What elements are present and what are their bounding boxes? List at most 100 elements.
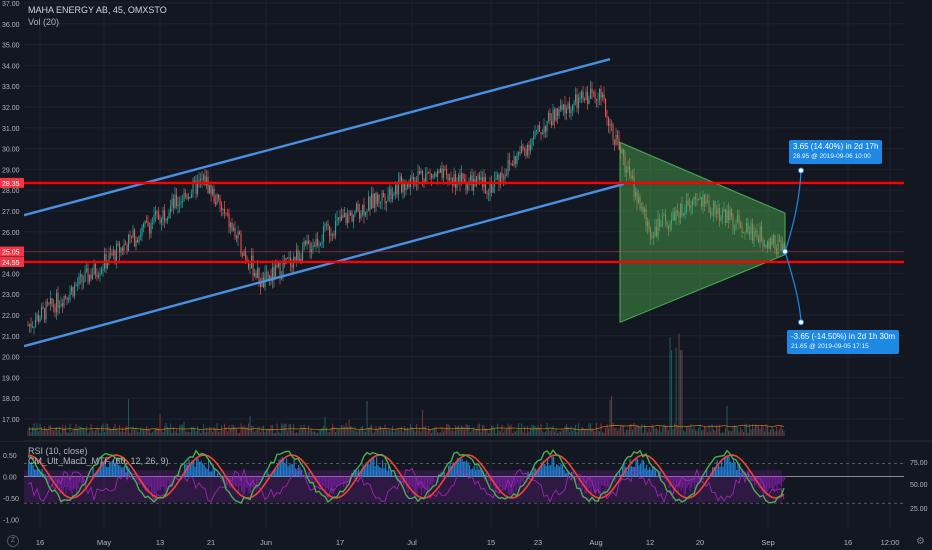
candle-body [131,236,133,238]
osc-left-tick: -0.50 [3,496,19,503]
macd-histogram-bar [779,476,781,484]
candle-body [462,173,464,180]
volume-bar [485,428,487,436]
candle-body [653,236,655,238]
volume-bar [519,429,521,436]
macd-histogram-bar [317,476,319,482]
rsi-legend[interactable]: RSI (10, close) [28,446,88,456]
macd-histogram-bar [64,476,66,488]
macd-histogram-bar [745,476,747,479]
macd-histogram-bar [338,476,340,484]
volume-bar [416,423,418,436]
macd-histogram-bar [617,476,619,478]
volume-bar [225,427,227,436]
volume-bar [423,427,425,436]
volume-bar [155,428,157,436]
candle-body [470,175,472,181]
drawings-layer[interactable] [23,58,904,348]
volume-bar [243,425,245,436]
macd-histogram-bar [301,469,303,477]
volume-bar [359,429,361,436]
candle-body [209,184,211,193]
macd-histogram-bar [695,476,697,483]
volume-bar [171,432,173,436]
macd-histogram-bar [457,457,459,477]
candle-body [572,105,574,110]
candle-body [738,215,740,225]
volume-bar [684,431,686,436]
macd-histogram-bar [610,476,612,481]
candle-body [488,193,490,194]
candle-body [54,306,56,313]
candle-body [381,193,383,202]
macd-histogram-bar [97,471,99,477]
volume-bar [263,425,265,436]
volume-bar [515,431,517,436]
channel-lower-line [23,182,625,348]
symbol-legend[interactable]: MAHA ENERGY AB, 45, OMXSTO [28,5,167,15]
volume-bar [653,427,655,436]
volume-bar [314,431,316,436]
volume-bar [162,432,164,436]
volume-bar [600,423,602,436]
volume-bar [401,426,403,436]
macd-histogram-bar [283,459,285,477]
gear-icon[interactable]: ⚙ [916,536,925,547]
price-tick-label: 24.00 [2,271,20,278]
candle-body [287,258,289,259]
macd-histogram-bar [587,476,589,491]
price-tick-label: 21.00 [2,334,20,341]
projection-up-callout[interactable]: 3.65 (14.40%) in 2d 17h 28.95 @ 2019-09-… [789,140,883,164]
candle-body [353,214,355,222]
candle-body [185,192,187,196]
time-axis[interactable]: 16 May 13 21 Jun 17 Jul 15 23 Aug 12 20 Sep 16 12:00 [36,538,900,547]
macd-histogram-bar [197,458,199,477]
volume-bar [399,429,401,436]
candle-body [701,197,703,207]
volume-bar [777,431,779,436]
candle-body [702,194,704,207]
macd-histogram-bar [379,466,381,477]
candle-body [63,295,65,307]
candle-body [528,144,530,151]
macd-histogram-bar [67,476,69,488]
volume-bar [759,428,761,436]
volume-bar [138,431,140,436]
volume-bar [278,431,280,436]
candle-body [188,196,190,199]
candle-body [734,229,736,230]
candle-body [194,180,196,182]
macd-histogram-bar [514,476,516,487]
macd-histogram-bar [724,457,726,477]
volume-bar [320,429,322,436]
projection-down-callout[interactable]: -3.65 (-14.50%) in 2d 1h 30m 21.65 @ 201… [787,330,900,354]
price-axis[interactable]: 37.00 36.00 35.00 34.00 33.00 32.00 31.00 30.00… [0,0,928,525]
volume-bar [639,427,641,436]
volume-bar [591,428,593,436]
candle-body [245,251,247,259]
candle-body [386,201,388,204]
macd-histogram-bar [484,476,486,481]
macd-histogram-bar [104,459,106,477]
volume-bar [663,423,665,436]
timezone-icon[interactable]: Z [7,535,19,547]
macd-legend[interactable]: CM_Ult_MacD_MTF (60, 12, 26, 9) [28,456,169,466]
volume-bar [264,432,266,436]
macd-histogram-bar [572,476,574,481]
macd-histogram-bar [520,476,522,488]
macd-histogram-bar [671,476,673,485]
candle-body [720,217,722,221]
volume-bar [350,426,352,436]
volume-bar [756,425,758,436]
candle-body [770,238,772,249]
candle-body [674,211,676,221]
volume-legend[interactable]: Vol (20) [28,17,60,27]
candle-body [101,269,103,274]
candle-body [504,174,506,179]
macd-histogram-bar [508,476,510,494]
volume-bar [599,431,601,436]
volume-bar [564,426,566,436]
price-tick-label: 27.00 [2,209,20,216]
volume-bar [606,424,608,436]
